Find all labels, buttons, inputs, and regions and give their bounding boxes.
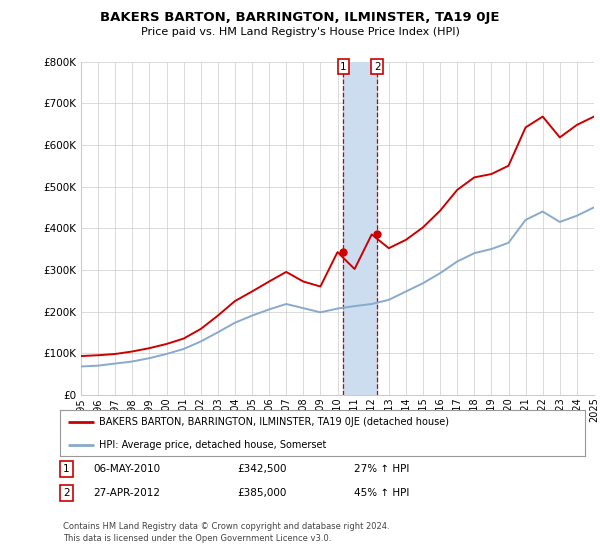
- Text: £385,000: £385,000: [237, 488, 286, 498]
- Text: Contains HM Land Registry data © Crown copyright and database right 2024.
This d: Contains HM Land Registry data © Crown c…: [63, 522, 389, 543]
- Text: 27% ↑ HPI: 27% ↑ HPI: [354, 464, 409, 474]
- Text: BAKERS BARTON, BARRINGTON, ILMINSTER, TA19 0JE: BAKERS BARTON, BARRINGTON, ILMINSTER, TA…: [100, 11, 500, 24]
- Text: Price paid vs. HM Land Registry's House Price Index (HPI): Price paid vs. HM Land Registry's House …: [140, 27, 460, 37]
- Text: 06-MAY-2010: 06-MAY-2010: [93, 464, 160, 474]
- Text: 2: 2: [374, 62, 380, 72]
- Text: £342,500: £342,500: [237, 464, 287, 474]
- Text: HPI: Average price, detached house, Somerset: HPI: Average price, detached house, Some…: [100, 440, 327, 450]
- Text: 2: 2: [63, 488, 70, 498]
- Bar: [343, 62, 377, 395]
- Text: 1: 1: [340, 62, 347, 72]
- Text: 1: 1: [63, 464, 70, 474]
- Text: 45% ↑ HPI: 45% ↑ HPI: [354, 488, 409, 498]
- Text: BAKERS BARTON, BARRINGTON, ILMINSTER, TA19 0JE (detached house): BAKERS BARTON, BARRINGTON, ILMINSTER, TA…: [100, 417, 449, 427]
- Text: 27-APR-2012: 27-APR-2012: [93, 488, 160, 498]
